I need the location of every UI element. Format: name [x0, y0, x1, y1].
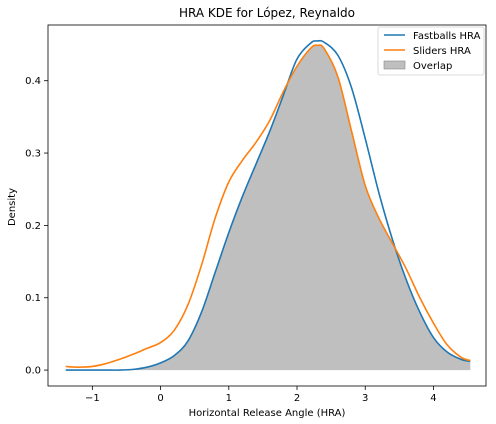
y-tick-label: 0.4 [25, 76, 41, 87]
x-axis-label: Horizontal Release Angle (HRA) [189, 408, 346, 419]
y-axis-label: Density [7, 188, 18, 226]
x-tick-label: 3 [362, 393, 368, 404]
plot-frame [47, 24, 487, 387]
y-axis-ticks: 0.0 0.1 0.2 0.3 0.4 [25, 76, 48, 377]
y-tick-label: 0.1 [25, 293, 41, 304]
y-tick-label: 0.2 [25, 221, 41, 232]
overlap-area [65, 45, 471, 371]
x-tick-label: 1 [226, 393, 232, 404]
x-tick-label: 2 [294, 393, 300, 404]
plot-area [65, 39, 471, 371]
legend: Fastballs HRA Sliders HRA Overlap [377, 26, 485, 76]
y-tick-label: 0.3 [25, 149, 41, 160]
x-tick-label: −1 [85, 393, 100, 404]
fastballs-hra-line [65, 39, 471, 371]
legend-label-fastballs: Fastballs HRA [413, 31, 481, 42]
legend-label-sliders: Sliders HRA [413, 46, 471, 57]
chart-title: HRA KDE for López, Reynaldo [179, 6, 355, 20]
legend-label-overlap: Overlap [413, 61, 452, 72]
x-tick-label: 4 [430, 393, 436, 404]
sliders-hra-line [65, 44, 471, 368]
x-axis-ticks: −1 0 1 2 3 4 [85, 386, 437, 404]
y-tick-label: 0.0 [25, 366, 41, 377]
legend-swatch-overlap [383, 60, 406, 70]
x-tick-label: 0 [157, 393, 163, 404]
